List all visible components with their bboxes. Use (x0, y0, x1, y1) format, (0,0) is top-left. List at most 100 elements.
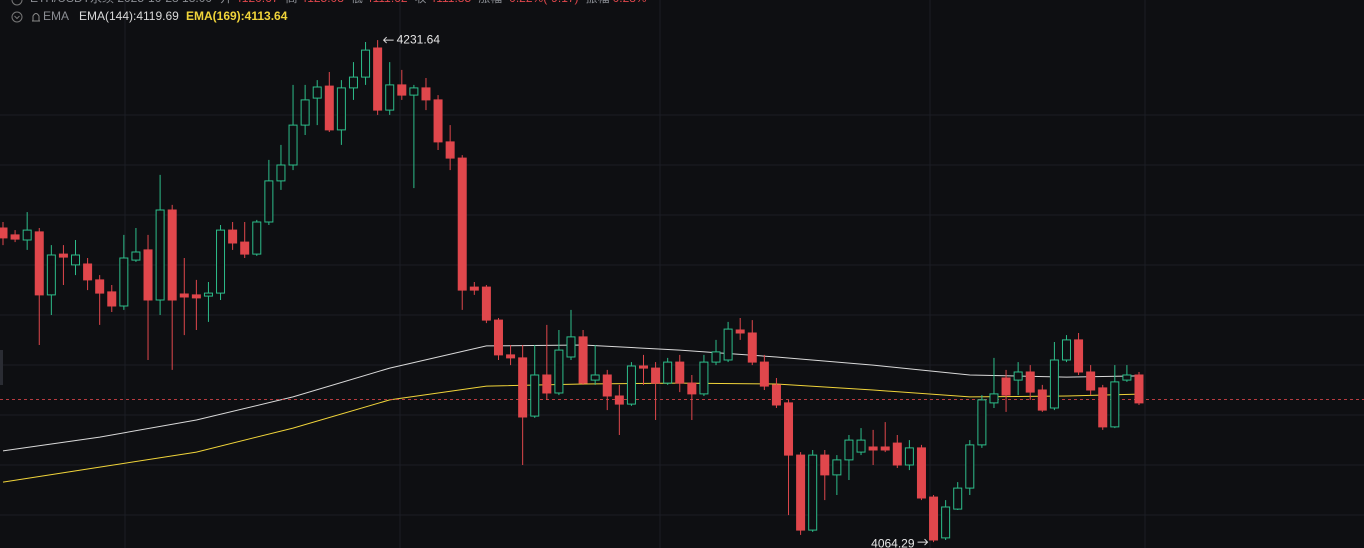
field-value: -0.22%(-9.17) (505, 0, 578, 5)
candle-body (300, 99, 310, 126)
field-value: 0.28% (613, 0, 647, 5)
candle-body (614, 395, 624, 405)
collapse-icon[interactable] (11, 0, 23, 6)
ema-legend: EMA(169):4113.64 (186, 9, 288, 23)
candle-body (95, 279, 105, 294)
scroll-handle[interactable] (0, 350, 3, 385)
candle-body (1110, 381, 1120, 428)
candle-body (566, 336, 576, 358)
candle-body (735, 329, 745, 334)
candle-body (1013, 371, 1023, 381)
candle-body (844, 439, 854, 461)
candle-body (796, 454, 806, 531)
candle-body (191, 294, 201, 299)
field-value: 4111.62 (366, 0, 408, 5)
candle-body (1061, 339, 1071, 361)
candle-body (469, 286, 479, 291)
candle-body (771, 384, 781, 406)
candle-body (929, 496, 939, 541)
candle-body (22, 229, 32, 241)
candle-body (808, 454, 818, 531)
candle-body (409, 87, 419, 96)
field-value: 4111.85 (430, 0, 472, 5)
candle-body (759, 361, 769, 387)
candle-body (373, 47, 383, 111)
candle-body (46, 254, 56, 296)
candle-body (203, 292, 213, 297)
field-label: 开 (220, 0, 232, 5)
candle-body (385, 84, 395, 111)
candle-body (361, 49, 371, 78)
indicator-name: EMA (43, 9, 69, 23)
candle-body (916, 447, 926, 499)
candle-body (348, 76, 358, 89)
candle-body (542, 374, 552, 394)
candle-body (1122, 374, 1132, 381)
candle-body (107, 291, 117, 307)
candle-body (167, 209, 177, 301)
alert-icon[interactable] (32, 13, 40, 22)
candle-body (820, 454, 830, 476)
candle-body (1037, 389, 1047, 411)
field-value: 4125.08 (301, 0, 345, 5)
candle-body (131, 251, 141, 261)
candle-body (493, 319, 503, 356)
candle-body (0, 227, 8, 239)
candle-body (71, 254, 81, 266)
candle-body (58, 253, 68, 258)
candle-body (288, 124, 298, 166)
field-label: 振幅 (586, 0, 610, 5)
candle-body (433, 99, 443, 143)
candle-body (445, 141, 455, 159)
candle-body (832, 459, 842, 476)
candle-body (892, 442, 902, 466)
candle-body (1001, 377, 1011, 396)
candle-body (578, 336, 588, 384)
candle-body (1086, 371, 1096, 391)
candle-body (989, 393, 999, 404)
min-label: 4064.29 (871, 536, 915, 548)
candle-body (228, 229, 238, 244)
candle-body (880, 446, 890, 451)
field-value: 4120.67 (235, 0, 279, 5)
candle-body (711, 351, 721, 363)
candle-body (1049, 359, 1059, 409)
candle-body (639, 365, 649, 369)
candle-body (240, 241, 250, 255)
field-label: 涨幅 (478, 0, 502, 5)
header: ETH/USDT永续 2025-10-28 18:00 开4120.67 高4125… (30, 0, 647, 5)
arrow (917, 538, 929, 546)
candle-body (83, 263, 93, 281)
candle-body (252, 221, 262, 255)
candle-body (868, 446, 878, 451)
candle-body (904, 447, 914, 466)
candle-body (10, 234, 20, 240)
candle-body (324, 85, 334, 131)
candle-body (1134, 374, 1144, 404)
chevron-icon (14, 15, 20, 20)
candle-body (602, 374, 612, 397)
candle-body (143, 249, 153, 301)
candle-body (554, 349, 564, 394)
candle-body (457, 157, 467, 291)
candle-body (481, 286, 491, 321)
candle-body (663, 361, 673, 384)
candle-body (590, 374, 600, 381)
candle-body (723, 328, 733, 361)
candle-body (312, 86, 322, 99)
candle-body (953, 487, 963, 510)
max-label: 4231.64 (397, 32, 441, 46)
candle-body (155, 209, 165, 301)
candle-body (747, 332, 757, 363)
candle-body (626, 365, 636, 405)
candle-body (784, 402, 794, 456)
candle-body (34, 231, 44, 296)
candle-body (216, 229, 226, 294)
collapse-icon[interactable] (11, 11, 23, 23)
candle-body (336, 87, 346, 131)
ema-line (2, 344, 1140, 452)
candle-body (397, 84, 407, 96)
field-label: 低 (351, 0, 363, 5)
